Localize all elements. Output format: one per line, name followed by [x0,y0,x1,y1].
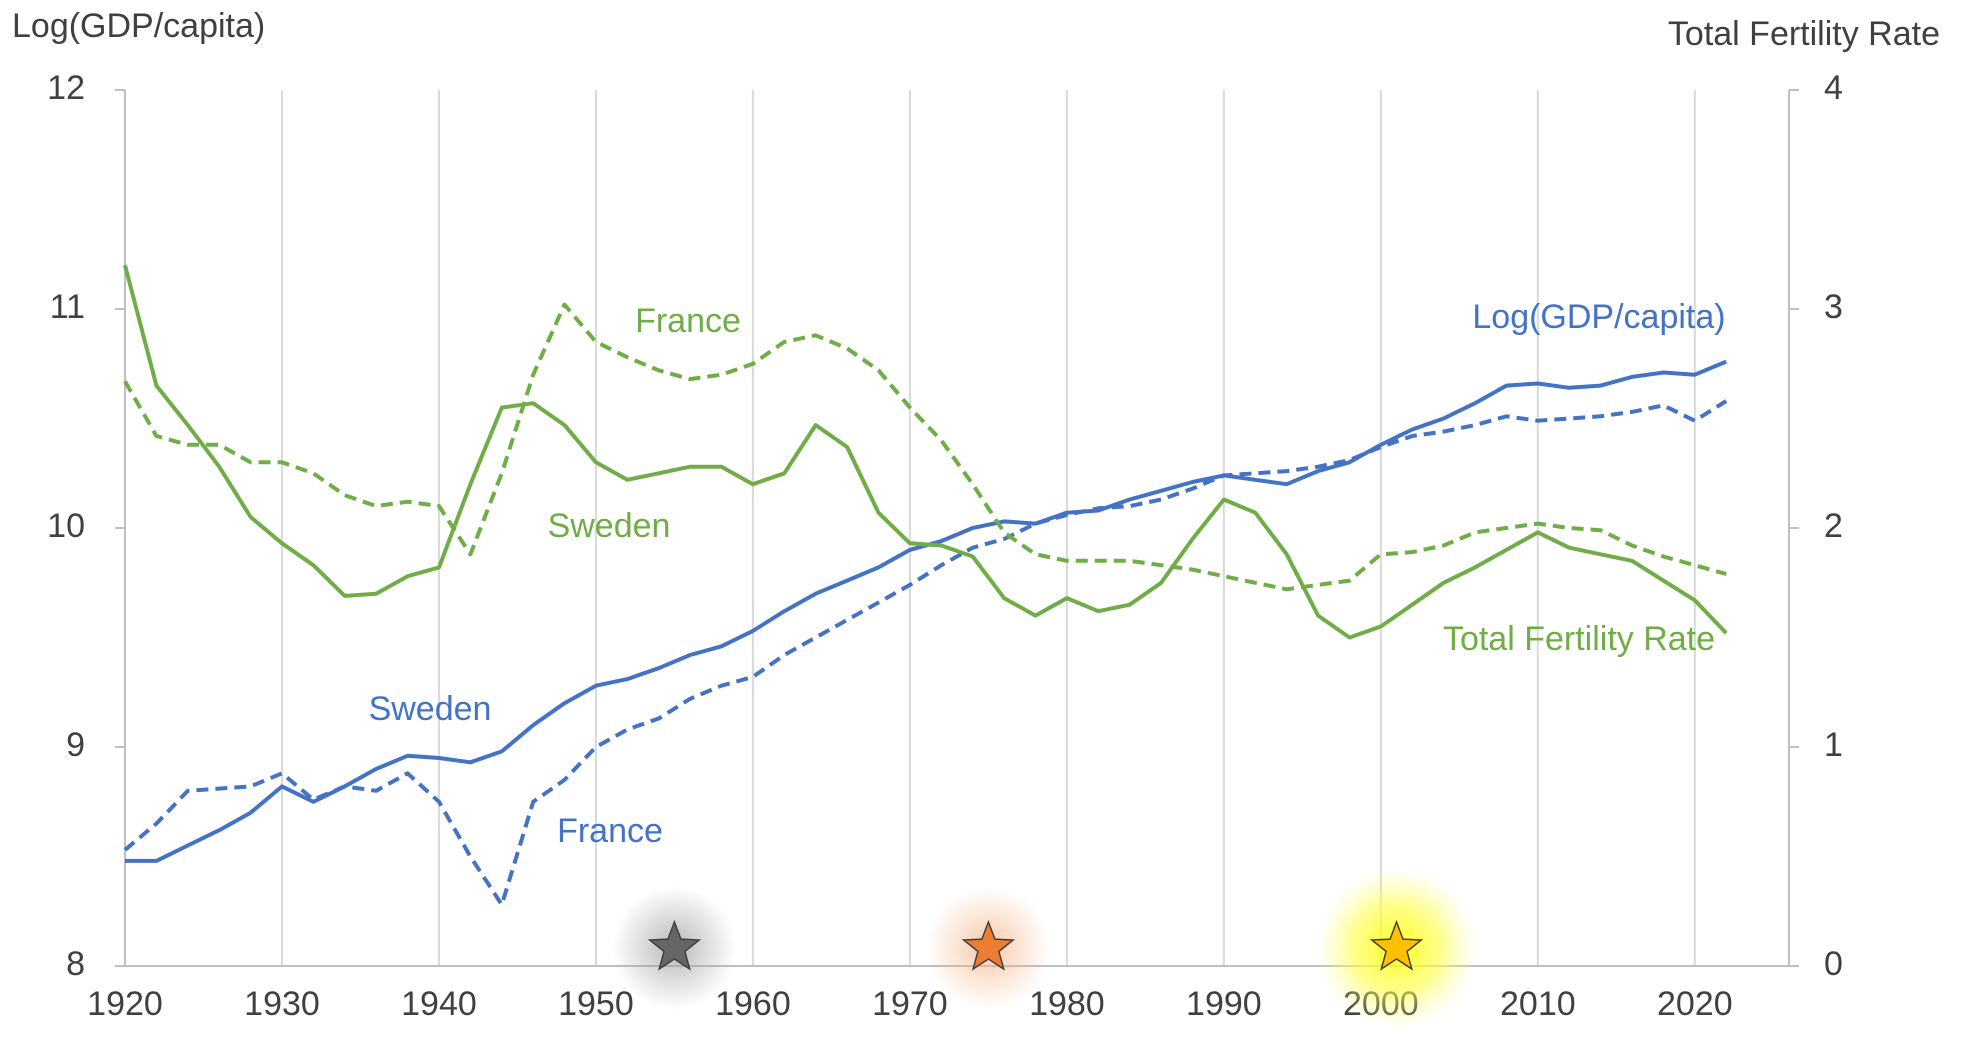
annotation: Sweden [548,507,671,545]
x-tick-label: 1970 [872,985,948,1023]
star-marker [961,919,1016,971]
y2-axis-title: Total Fertility Rate [1668,15,1940,53]
y-tick-label: 10 [47,507,85,545]
series-line [123,302,1727,592]
series-line [123,399,1728,907]
y2-tick-label: 2 [1824,507,1843,545]
x-tick-label: 1940 [401,985,477,1023]
y-axis-title: Log(GDP/capita) [12,7,265,45]
annotation: Total Fertility Rate [1443,620,1715,658]
annotation: France [635,302,741,340]
x-tick-label: 1950 [558,985,634,1023]
y-tick-label: 9 [66,726,85,764]
y-tick-label: 12 [47,69,85,107]
x-tick-label: 1960 [715,985,791,1023]
star-marker [1369,919,1424,971]
x-tick-label: 1980 [1029,985,1105,1023]
series-line [123,264,1728,640]
annotation: Log(GDP/capita) [1472,298,1725,336]
y2-tick-label: 1 [1824,726,1843,764]
y-tick-label: 8 [66,945,85,983]
y-tick-label: 11 [50,288,85,326]
annotation: France [557,812,663,850]
x-tick-label: 1920 [87,985,163,1023]
star-marker [647,919,702,971]
x-tick-label: 2010 [1500,985,1576,1023]
y2-tick-label: 4 [1824,69,1843,107]
annotation: Sweden [369,690,492,728]
x-tick-label: 1930 [244,985,320,1023]
x-tick-label: 2020 [1657,985,1733,1023]
series-line [125,359,1727,863]
y2-tick-label: 3 [1824,288,1843,326]
x-tick-label: 1990 [1186,985,1262,1023]
y2-tick-label: 0 [1824,945,1843,983]
